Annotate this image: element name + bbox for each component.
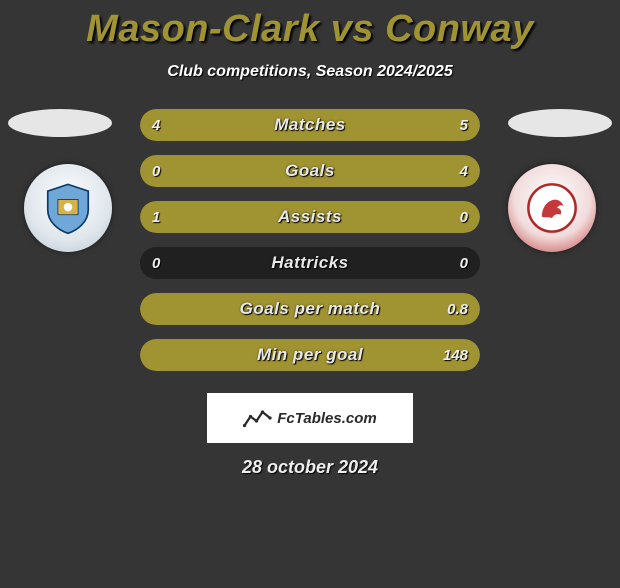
- badge-text: FcTables.com: [277, 410, 376, 427]
- bar-label: Hattricks: [140, 247, 480, 279]
- bar-row: 45Matches: [140, 109, 480, 141]
- source-badge: FcTables.com: [207, 393, 413, 443]
- bar-label: Goals per match: [140, 293, 480, 325]
- bar-row: 00Hattricks: [140, 247, 480, 279]
- lion-icon: [525, 181, 579, 235]
- bar-label: Min per goal: [140, 339, 480, 371]
- right-shadow-ellipse: [508, 109, 612, 137]
- date-text: 28 october 2024: [0, 457, 620, 478]
- bar-label: Goals: [140, 155, 480, 187]
- left-shadow-ellipse: [8, 109, 112, 137]
- page-title: Mason-Clark vs Conway: [0, 8, 620, 51]
- subtitle: Club competitions, Season 2024/2025: [0, 63, 620, 81]
- shield-icon: [41, 181, 95, 235]
- comparison-chart: 45Matches 04Goals 10Assists 00Hattricks 0.8G…: [0, 109, 620, 371]
- bar-row: 148Min per goal: [140, 339, 480, 371]
- chart-icon: [243, 406, 273, 430]
- left-team-crest: [24, 164, 112, 252]
- bar-label: Assists: [140, 201, 480, 233]
- bar-row: 0.8Goals per match: [140, 293, 480, 325]
- bar-row: 10Assists: [140, 201, 480, 233]
- right-team-crest: [508, 164, 596, 252]
- bar-label: Matches: [140, 109, 480, 141]
- bar-row: 04Goals: [140, 155, 480, 187]
- bars-container: 45Matches 04Goals 10Assists 00Hattricks 0.8G…: [140, 109, 480, 371]
